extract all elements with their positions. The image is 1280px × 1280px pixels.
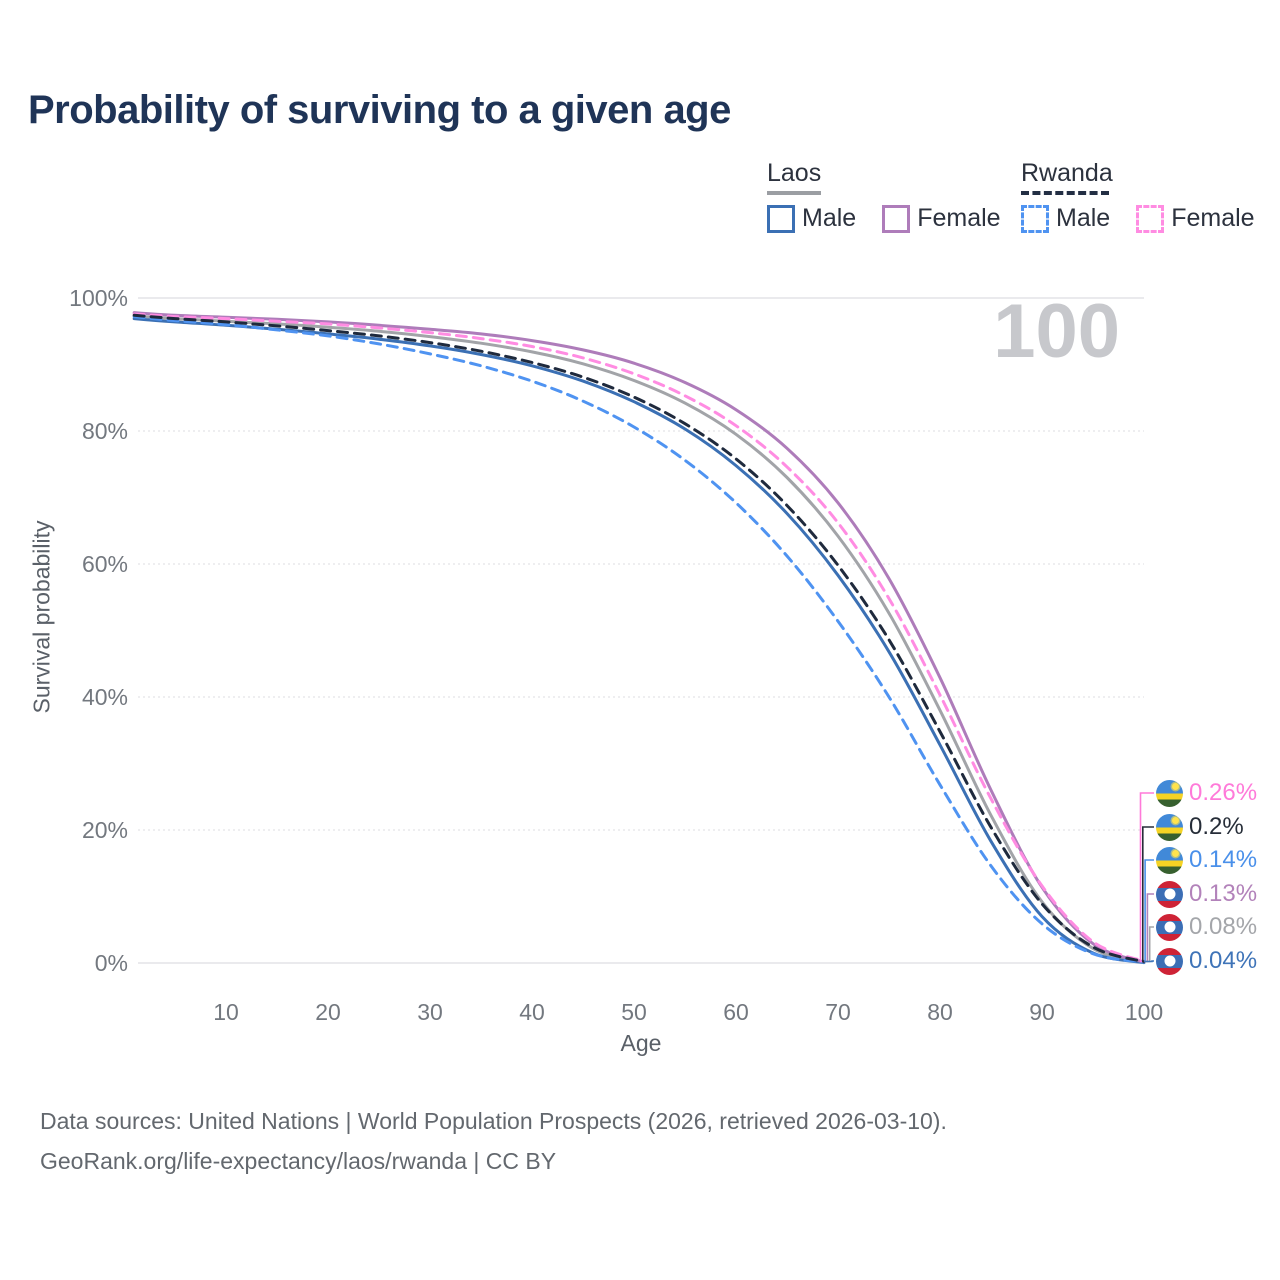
- end-label-connector: [1144, 960, 1154, 963]
- x-tick-label: 50: [621, 999, 647, 1025]
- y-tick-label: 100%: [69, 285, 128, 311]
- legend-item-laos-male[interactable]: Male: [767, 204, 856, 233]
- series-line-rwanda-both[interactable]: [132, 313, 1146, 964]
- legend-group-rwanda: Rwanda Male Female: [1021, 158, 1255, 233]
- age-indicator-watermark: 100: [993, 289, 1120, 374]
- end-label-value: 0.14%: [1189, 846, 1258, 873]
- laos-flag-icon: [1156, 880, 1183, 908]
- y-tick-label: 80%: [82, 418, 128, 444]
- legend-country-laos: Laos: [767, 159, 822, 187]
- x-axis-title: Age: [620, 1030, 662, 1056]
- y-tick-label: 20%: [82, 817, 128, 843]
- y-tick-label: 60%: [82, 551, 128, 577]
- x-tick-label: 30: [417, 999, 443, 1025]
- legend-label: Female: [917, 204, 1001, 232]
- end-label-value: 0.08%: [1189, 913, 1258, 940]
- page-title: Probability of surviving to a given age: [28, 88, 731, 132]
- laos-male-swatch-icon: [767, 204, 795, 233]
- legend-group-laos: Laos Male Female: [767, 158, 1001, 233]
- rwanda-female-swatch-icon: [1136, 204, 1165, 233]
- end-label-rwanda-male: 0.14%: [1156, 846, 1257, 874]
- laos-flag-icon: [1156, 947, 1183, 975]
- legend-label: Male: [802, 204, 857, 232]
- y-tick-label: 0%: [95, 950, 128, 976]
- rwanda-male-swatch-icon: [1021, 204, 1049, 233]
- survival-chart-canvas: 0% 20% 40% 60% 80% 100% 10 20 30 40 50 60 70 80 90 100: [69, 285, 1163, 1025]
- end-label-value: 0.04%: [1189, 947, 1258, 974]
- end-label-value: 0.2%: [1189, 813, 1244, 840]
- attribution-link-text[interactable]: GeoRank.org/life-expectancy/laos/rwanda …: [40, 1148, 557, 1174]
- laos-flag-icon: [1156, 913, 1183, 941]
- x-tick-label: 20: [315, 999, 341, 1025]
- legend-item-rwanda-male[interactable]: Male: [1021, 204, 1110, 233]
- x-tick-label: 80: [927, 999, 953, 1025]
- end-label-value: 0.13%: [1189, 880, 1258, 907]
- end-label-laos-female: 0.13%: [1156, 880, 1257, 908]
- rwanda-line-style-swatch: [1021, 191, 1109, 195]
- legend-country-rwanda: Rwanda: [1021, 159, 1113, 187]
- rwanda-flag-icon: [1156, 779, 1183, 807]
- series-line-rwanda-male[interactable]: [132, 315, 1146, 964]
- x-tick-label: 60: [723, 999, 749, 1025]
- laos-female-swatch-icon: [882, 204, 911, 233]
- series-line-rwanda-female[interactable]: [132, 312, 1146, 963]
- laos-line-style-swatch: [767, 191, 821, 195]
- legend-label: Male: [1056, 204, 1111, 232]
- end-label-rwanda-female: 0.26%: [1156, 779, 1257, 807]
- legend-item-laos-female[interactable]: Female: [882, 204, 1001, 233]
- rwanda-flag-icon: [1156, 846, 1183, 874]
- x-tick-label: 70: [825, 999, 851, 1025]
- x-tick-label: 90: [1029, 999, 1055, 1025]
- end-label-value: 0.26%: [1189, 779, 1258, 806]
- x-tick-label: 10: [213, 999, 239, 1025]
- series-line-laos-female[interactable]: [132, 311, 1146, 964]
- legend-item-rwanda-female[interactable]: Female: [1136, 204, 1255, 233]
- y-tick-label: 40%: [82, 684, 128, 710]
- end-label-laos-male: 0.04%: [1156, 947, 1257, 975]
- legend-label: Female: [1171, 204, 1255, 232]
- x-tick-label: 40: [519, 999, 545, 1025]
- rwanda-flag-icon: [1156, 813, 1183, 841]
- end-label-connector: [1142, 826, 1154, 963]
- end-label-laos-both: 0.08%: [1156, 913, 1257, 941]
- series-line-laos-both[interactable]: [132, 314, 1146, 964]
- x-tick-label: 100: [1125, 999, 1163, 1025]
- end-label-rwanda-both: 0.2%: [1156, 813, 1244, 841]
- data-sources-text: Data sources: United Nations | World Pop…: [40, 1108, 947, 1134]
